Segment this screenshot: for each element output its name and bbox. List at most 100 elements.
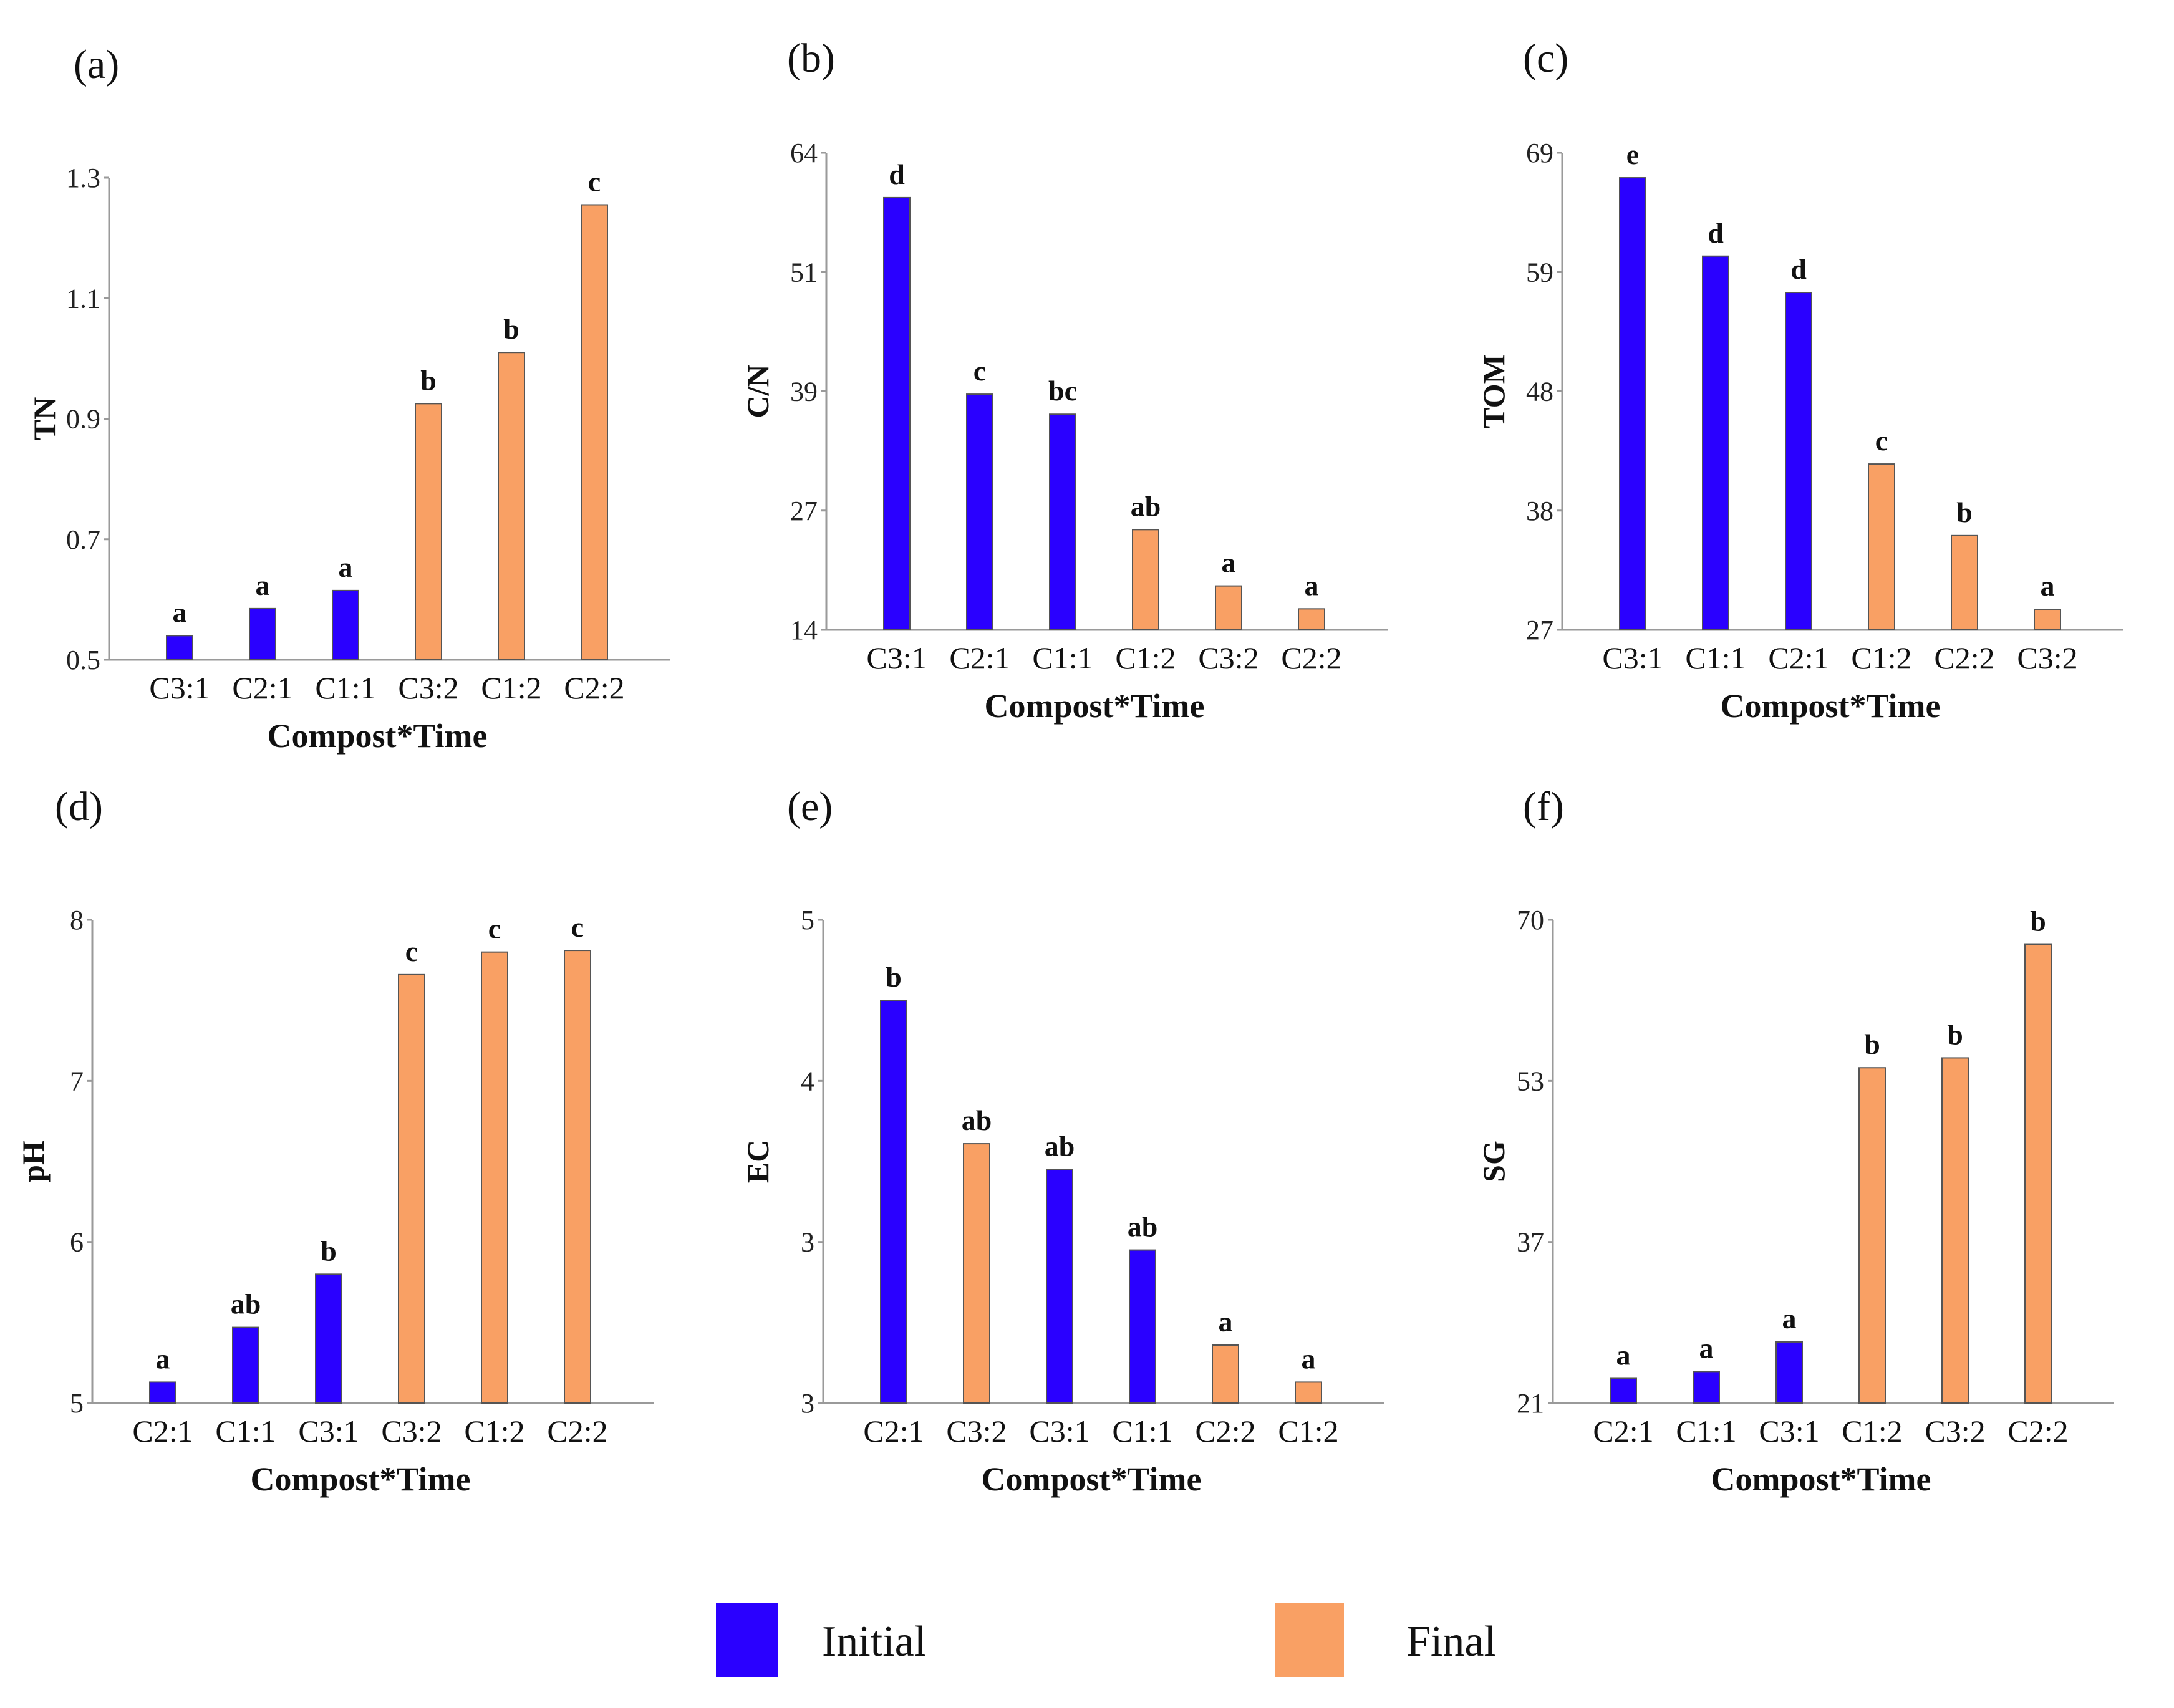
- panel-label: (f): [1523, 784, 1564, 829]
- bar: [1693, 1371, 1720, 1404]
- legend: Initial Final: [716, 1603, 1496, 1677]
- y-tick-label: 3: [801, 1388, 814, 1419]
- category-label: C2:1: [863, 1414, 924, 1449]
- category-label: C2:1: [232, 670, 292, 705]
- category-label: C1:2: [1115, 640, 1176, 675]
- bar: [1775, 1341, 1803, 1404]
- category-label: C1:2: [464, 1414, 524, 1449]
- category-label: C3:2: [1925, 1414, 1985, 1449]
- y-axis-title: EC: [740, 1140, 775, 1183]
- category-label: C2:2: [564, 670, 624, 705]
- bar: [232, 1326, 259, 1404]
- category-label: C1:2: [1842, 1414, 1902, 1449]
- category-label: C1:2: [481, 670, 541, 705]
- bar: [883, 196, 911, 631]
- y-tick-label: 6: [70, 1227, 84, 1258]
- y-axis-title: TN: [27, 397, 62, 440]
- bar: [1610, 1377, 1637, 1404]
- bar: [315, 1273, 342, 1404]
- category-label: C1:1: [1685, 640, 1746, 675]
- panel-label: (d): [55, 784, 103, 829]
- x-axis-title: Compost*Time: [981, 1460, 1201, 1498]
- chart-panel: (a) 0.5 0.7 0.9 1.1 1.3 a C3:1 a C2:1 a C1:1 b C3:2 b C…: [27, 42, 670, 755]
- significance-letter: b: [1947, 1018, 1963, 1050]
- y-tick-label: 5: [801, 905, 814, 935]
- bar: [963, 1143, 990, 1404]
- bar: [166, 635, 193, 660]
- legend-label-initial: Initial: [822, 1618, 926, 1666]
- legend-swatch-initial: [716, 1603, 778, 1677]
- category-label: C2:1: [1768, 640, 1829, 675]
- significance-letter: c: [1875, 425, 1888, 456]
- significance-letter: a: [1699, 1332, 1714, 1364]
- y-tick-label: 37: [1517, 1227, 1544, 1258]
- significance-letter: b: [321, 1235, 337, 1267]
- significance-letter: a: [1782, 1303, 1797, 1334]
- category-label: C3:1: [149, 670, 210, 705]
- category-label: C3:2: [398, 670, 458, 705]
- bar: [1619, 177, 1646, 631]
- chart-panel: (e) 3 3 4 5 b C2:1 ab C3:2 ab C3:1 ab C1:1 a C2:2 a C1:2…: [740, 784, 1384, 1498]
- bar: [2024, 943, 2052, 1404]
- significance-letter: ab: [1128, 1211, 1158, 1243]
- significance-letter: a: [1302, 1343, 1316, 1374]
- y-tick-label: 27: [790, 496, 818, 526]
- y-tick-label: 0.7: [66, 524, 100, 555]
- significance-letter: c: [488, 913, 501, 945]
- bar: [1215, 585, 1242, 630]
- y-axis-title: SG: [1476, 1141, 1511, 1182]
- y-tick-label: 14: [790, 615, 818, 645]
- category-label: C3:2: [1198, 640, 1259, 675]
- bar: [1858, 1067, 1886, 1404]
- significance-letter: ab: [231, 1288, 261, 1320]
- significance-letter: b: [886, 961, 902, 993]
- category-label: C2:1: [1593, 1414, 1653, 1449]
- y-axis-title: pH: [16, 1141, 51, 1182]
- significance-letter: a: [1616, 1339, 1631, 1371]
- category-label: C3:2: [946, 1414, 1007, 1449]
- category-label: C1:1: [1676, 1414, 1736, 1449]
- bar: [415, 403, 442, 660]
- panel-label: (e): [787, 784, 833, 829]
- significance-letter: ab: [1131, 490, 1161, 522]
- bar: [1941, 1057, 1969, 1404]
- legend-label-final: Final: [1406, 1618, 1496, 1666]
- significance-letter: a: [156, 1343, 170, 1374]
- category-label: C2:2: [2007, 1414, 2068, 1449]
- bar: [481, 951, 508, 1404]
- bar: [332, 589, 359, 660]
- y-tick-label: 64: [790, 138, 818, 168]
- bar: [581, 204, 608, 660]
- bar: [1049, 413, 1076, 630]
- category-label: C2:2: [1195, 1414, 1255, 1449]
- significance-letter: d: [1708, 217, 1724, 249]
- category-label: C3:1: [298, 1414, 359, 1449]
- category-label: C1:1: [1112, 1414, 1172, 1449]
- y-tick-label: 48: [1526, 377, 1553, 407]
- panel-label: (a): [74, 42, 119, 87]
- significance-letter: a: [339, 551, 353, 583]
- bar: [1298, 608, 1325, 631]
- category-label: C1:1: [215, 1414, 276, 1449]
- bar: [149, 1381, 176, 1404]
- bar: [1212, 1344, 1239, 1404]
- significance-letter: c: [973, 355, 986, 387]
- x-axis-title: Compost*Time: [1711, 1460, 1931, 1498]
- significance-letter: b: [1864, 1028, 1880, 1060]
- y-tick-label: 1.3: [66, 163, 100, 193]
- category-label: C1:2: [1278, 1414, 1338, 1449]
- panel-label: (b): [787, 36, 835, 81]
- y-tick-label: 5: [70, 1388, 84, 1419]
- bar: [1868, 463, 1895, 630]
- category-label: C1:2: [1851, 640, 1911, 675]
- category-label: C2:2: [1934, 640, 1994, 675]
- bar: [880, 1000, 907, 1404]
- category-label: C3:1: [1602, 640, 1663, 675]
- bar: [2034, 609, 2061, 631]
- bar: [1702, 255, 1729, 630]
- bar: [398, 973, 425, 1404]
- category-label: C2:1: [949, 640, 1010, 675]
- chart-panel: (f) 21 37 53 70 a C2:1 a C1:1 a C3:1 b C1:2 b C3:2 b C2:…: [1476, 784, 2114, 1498]
- category-label: C1:1: [1032, 640, 1093, 675]
